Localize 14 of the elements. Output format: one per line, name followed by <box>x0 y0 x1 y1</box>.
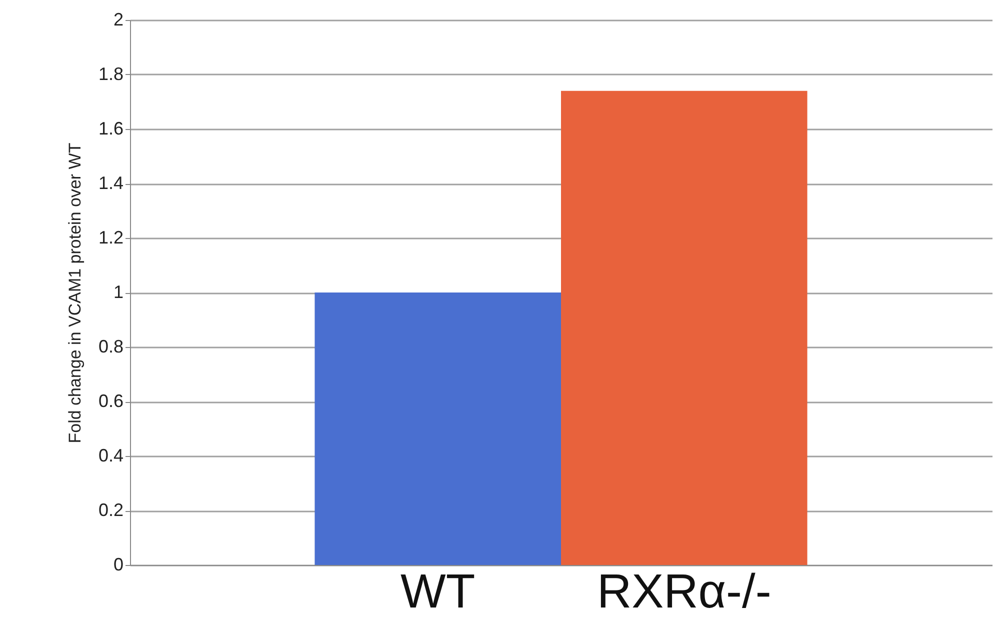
y-tick-label: 0.6 <box>98 391 124 411</box>
y-tick-label: 0.2 <box>98 500 124 520</box>
y-tick-label: 0.8 <box>98 336 124 356</box>
y-tick-label: 0 <box>113 554 124 574</box>
y-tick-label: 1.2 <box>98 228 124 248</box>
y-tick-label: 1.8 <box>98 64 124 84</box>
x-tick-label: RXRα-/- <box>596 566 772 618</box>
x-tick-label: WT <box>400 566 476 618</box>
y-tick-label: 0.4 <box>98 446 124 466</box>
y-tick-label: 1 <box>113 282 124 302</box>
y-tick-label: 1.4 <box>98 173 124 193</box>
y-tick-label: 2 <box>113 10 124 30</box>
y-axis-title: Fold change in VCAM1 protein over WT <box>65 142 84 444</box>
y-tick-label: 1.6 <box>98 118 124 138</box>
